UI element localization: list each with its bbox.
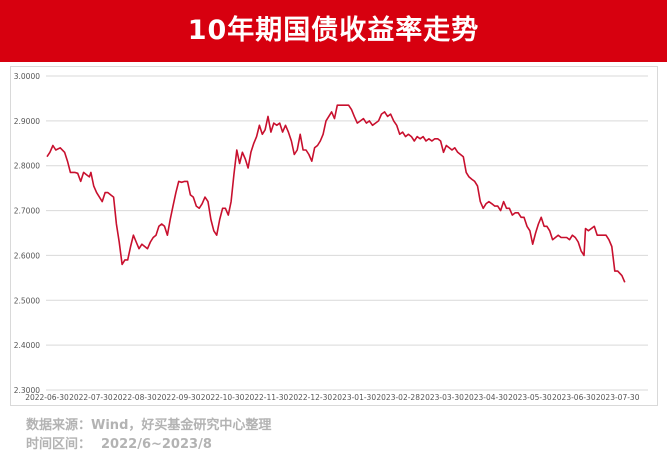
x-tick-label: 2022-11-30 <box>245 393 289 402</box>
y-tick-label: 2.9000 <box>14 117 40 126</box>
x-tick-label: 2023-04-30 <box>464 393 508 402</box>
y-tick-label: 2.4000 <box>14 341 40 350</box>
chart-frame <box>10 66 658 406</box>
x-tick-label: 2023-01-30 <box>333 393 377 402</box>
x-tick-label: 2023-06-30 <box>552 393 596 402</box>
y-tick-label: 2.5000 <box>14 296 40 305</box>
source-label: 数据来源： <box>26 418 92 433</box>
data-source-note: 数据来源：Wind，好买基金研究中心整理 <box>26 414 271 433</box>
x-tick-label: 2023-07-30 <box>596 393 640 402</box>
x-tick-label: 2022-12-30 <box>289 393 333 402</box>
x-tick-label: 2022-07-30 <box>69 393 113 402</box>
x-tick-label: 2022-10-30 <box>201 393 245 402</box>
y-tick-label: 2.7000 <box>14 207 40 216</box>
x-tick-label: 2022-08-30 <box>113 393 157 402</box>
y-tick-label: 2.8000 <box>14 162 40 171</box>
chart-title: 10年期国债收益率走势 <box>187 15 480 46</box>
x-tick-label: 2023-02-28 <box>376 393 420 402</box>
time-range-note: 时间区间： 2022/6~2023/8 <box>26 433 212 452</box>
title-banner <box>0 0 667 62</box>
x-tick-label: 2023-05-30 <box>508 393 552 402</box>
source-value: Wind，好买基金研究中心整理 <box>91 418 272 433</box>
y-tick-label: 2.6000 <box>14 251 40 260</box>
x-tick-label: 2022-06-30 <box>25 393 69 402</box>
x-tick-label: 2023-03-30 <box>420 393 464 402</box>
range-value: 2022/6~2023/8 <box>101 437 212 452</box>
yield-series-line <box>46 104 626 283</box>
y-tick-label: 3.0000 <box>14 72 40 81</box>
y-tick-label: 2.3000 <box>14 386 40 395</box>
range-label: 时间区间： <box>26 437 92 452</box>
x-tick-label: 2022-09-30 <box>157 393 201 402</box>
